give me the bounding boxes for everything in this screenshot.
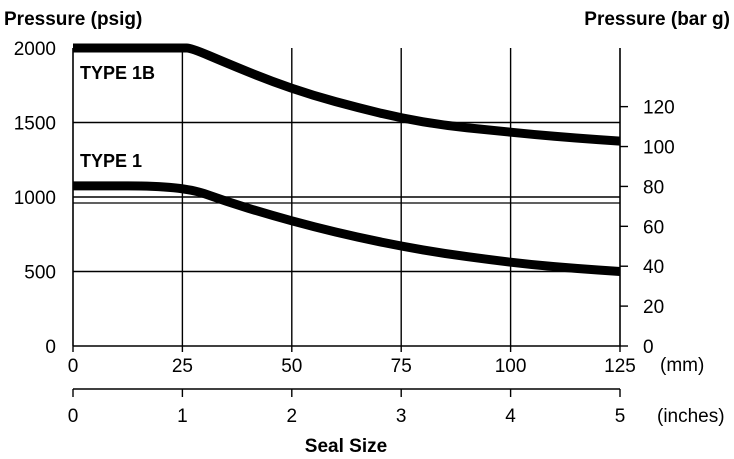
y-right-tick-label: 0	[643, 337, 654, 358]
y-left-tick-label: 1000	[14, 188, 56, 209]
y-right-tick-labels: 0 20 40 60 80 100 120	[620, 98, 675, 358]
x-inch-tick-label: 5	[615, 406, 626, 427]
y-right-tick-label: 60	[643, 217, 664, 238]
x-inch-tick-label: 3	[396, 406, 407, 427]
x-inch-tick-label: 0	[68, 406, 79, 427]
x-mm-tick-label: 125	[604, 356, 636, 377]
y-left-axis-label: Pressure (psig)	[4, 9, 142, 30]
y-left-tick-label: 1500	[14, 114, 56, 135]
x-mm-tick-label: 0	[68, 356, 79, 377]
series-label-type-1b: TYPE 1B	[80, 63, 155, 83]
y-right-tick-label: 20	[643, 297, 664, 318]
x-mm-tick-label: 50	[281, 356, 302, 377]
y-right-axis-label: Pressure (bar g)	[584, 9, 730, 30]
x-inch-tick-label: 1	[177, 406, 188, 427]
y-left-tick-label: 2000	[14, 39, 56, 60]
x-inch-tick-label: 4	[505, 406, 516, 427]
y-right-tick-label: 100	[643, 138, 675, 159]
series-lines	[72, 43, 621, 276]
x-mm-tick-label: 100	[495, 356, 527, 377]
x-inch-axis: 0 1 2 3 4 5	[68, 388, 626, 427]
x-axis-title: Seal Size	[305, 436, 387, 457]
y-right-tick-label: 40	[643, 257, 664, 278]
x-mm-tick-labels: 0 25 50 75 100 125	[68, 346, 636, 377]
plot-frame	[72, 48, 621, 347]
x-inch-unit-label: (inches)	[657, 406, 725, 427]
x-mm-tick-label: 75	[391, 356, 412, 377]
y-right-tick-label: 80	[643, 177, 664, 198]
series-line-type-1b	[72, 43, 621, 146]
grid-lines	[73, 48, 620, 346]
x-inch-tick-label: 2	[287, 406, 298, 427]
y-left-tick-label: 0	[45, 337, 56, 358]
x-mm-unit-label: (mm)	[660, 355, 704, 376]
x-mm-tick-label: 25	[172, 356, 193, 377]
y-right-tick-label: 120	[643, 98, 675, 119]
series-line-type-1	[73, 181, 621, 276]
y-left-tick-labels: 0 500 1000 1500 2000	[14, 39, 56, 358]
series-label-type-1: TYPE 1	[80, 151, 142, 171]
y-left-tick-label: 500	[24, 263, 56, 284]
